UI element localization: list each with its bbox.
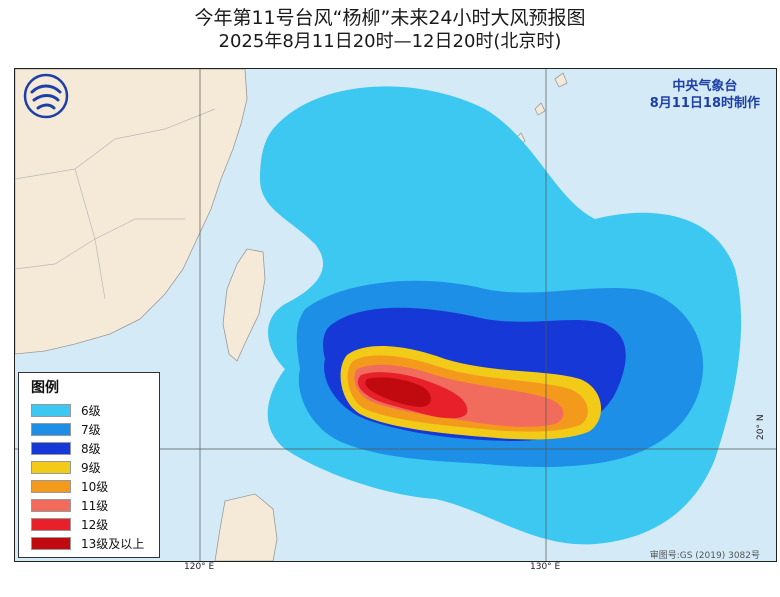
approval-number: 审图号:GS (2019) 3082号: [649, 551, 760, 561]
legend-swatch: [31, 480, 71, 493]
legend-item: 10级: [31, 477, 159, 496]
taiwan-island: [222, 248, 266, 362]
title-line-1: 今年第11号台风“杨柳”未来24小时大风预报图: [194, 7, 586, 29]
issuer-org: 中央气象台: [672, 79, 738, 94]
lon-label-120: 120° E: [184, 562, 215, 572]
legend-swatch: [31, 442, 71, 455]
legend-swatch: [31, 404, 71, 417]
legend-title: 图例: [31, 380, 59, 396]
mainland-china: [15, 69, 248, 355]
legend-swatch: [31, 423, 71, 436]
legend-item: 11级: [31, 496, 159, 515]
issuer-time: 8月11日18时制作: [649, 96, 760, 111]
legend-item: 8级: [31, 439, 159, 458]
legend-swatch: [31, 461, 71, 474]
lon-label-130: 130° E: [530, 562, 561, 572]
title-line-2: 2025年8月11日20时—12日20时(北京时): [218, 31, 562, 52]
wind-swath-13-plus: [365, 377, 431, 407]
legend: 图例 6级 7级 8级 9级 10级 11级 12级 13级及以上: [18, 372, 160, 558]
legend-label: 12级: [81, 518, 109, 532]
legend-label: 9级: [81, 461, 101, 475]
legend-label: 6级: [81, 404, 101, 418]
legend-swatch: [31, 518, 71, 531]
legend-label: 10级: [81, 480, 109, 494]
lat-label-20: 20° N: [756, 414, 766, 440]
legend-swatch: [31, 537, 71, 550]
issuer-block: 中央气象台 8月11日18时制作: [650, 78, 760, 112]
legend-item: 12级: [31, 515, 159, 534]
legend-swatch: [31, 499, 71, 512]
legend-label: 13级及以上: [81, 537, 145, 551]
province-borders: [15, 108, 216, 300]
legend-item: 7级: [31, 420, 159, 439]
legend-label: 7级: [81, 423, 101, 437]
legend-item: 13级及以上: [31, 534, 159, 553]
legend-item: 6级: [31, 401, 159, 420]
legend-item: 9级: [31, 458, 159, 477]
cma-logo-icon: [23, 73, 69, 119]
legend-label: 11级: [81, 499, 109, 513]
legend-label: 8级: [81, 442, 101, 456]
luzon-island: [214, 493, 278, 561]
map-title: 今年第11号台风“杨柳”未来24小时大风预报图 2025年8月11日20时—12…: [0, 6, 780, 54]
